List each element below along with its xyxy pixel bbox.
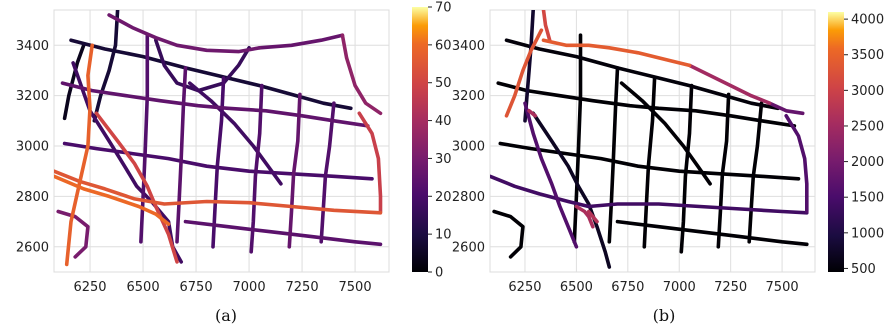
x-tick-label: 7000: [663, 280, 696, 295]
colorbar-tick-label: 3500: [851, 48, 884, 63]
road-grid-v5: [287, 92, 302, 249]
x-tick-label: 6750: [611, 280, 644, 295]
road-north-row: [504, 38, 780, 111]
road-south-loop-b: [615, 219, 809, 247]
road-grid-v1: [139, 33, 150, 244]
road-diag-hw-b: [531, 111, 612, 269]
road-south-loop-a: [56, 209, 90, 259]
colorbar-tick-label: 4000: [851, 13, 884, 28]
colorbar-tick-label: 70: [435, 1, 452, 16]
x-tick-label: 7000: [233, 280, 266, 295]
road-grid-v2: [175, 66, 188, 244]
colorbar-tick-label: 500: [851, 262, 876, 277]
x-ticks-a: 6250 6500 6750 7000 7250 7500: [73, 280, 371, 295]
road-top-arc-mid: [687, 63, 772, 105]
colorbar-tick-label: 60: [435, 38, 452, 53]
panel-b: 2600 2800 3000 3200 3400 6250 6500 6750 7000 725…: [452, 9, 884, 325]
x-tick-label: 7500: [339, 280, 372, 295]
y-tick-label: 2600: [16, 240, 49, 255]
road-west-spur: [504, 28, 544, 118]
road-top-arc-left: [541, 38, 692, 68]
colorbar-b: [828, 12, 844, 272]
road-grid-v4: [679, 83, 694, 254]
colorbar-tick-label: 30: [435, 152, 452, 167]
colorbar-tick-label: 40: [435, 114, 452, 129]
road-mid-row-1: [496, 81, 797, 128]
road-node-hot-b: [586, 209, 599, 224]
x-tick-label: 6250: [73, 280, 106, 295]
plot-area-b: [489, 9, 816, 273]
colorbar-ticks-a: 0 10 20 30 40 50 60 70: [428, 1, 452, 281]
colorbar-ticks-b: 500 1000 1500 2000 2500 3000 3500 4000: [844, 13, 884, 277]
y-tick-label: 3000: [452, 140, 485, 155]
road-diag-hw-a: [523, 101, 579, 249]
x-tick-label: 6500: [127, 280, 160, 295]
colorbar-tick-label: 3000: [851, 84, 884, 99]
x-tick-label: 6500: [560, 280, 593, 295]
road-south-row: [490, 174, 809, 215]
road-top-left-spur: [541, 10, 552, 43]
y-tick-label: 2600: [452, 240, 485, 255]
y-tick-label: 3200: [452, 89, 485, 104]
colorbar-a: [412, 7, 428, 272]
x-tick-label: 7250: [286, 280, 319, 295]
road-mid-row-2: [498, 141, 801, 181]
colorbar-tick-label: 0: [435, 266, 443, 281]
y-tick-label: 2800: [452, 190, 485, 205]
y-tick-label: 2800: [16, 190, 49, 205]
road-inner-diag: [619, 81, 712, 186]
road-top-arc-left: [107, 13, 262, 54]
x-ticks-b: 6250 6500 6750 7000 7250 7500: [508, 280, 798, 295]
colorbar-tick-label: 1500: [851, 191, 884, 206]
x-tick-label: 7500: [766, 280, 799, 295]
colorbar-tick-label: 10: [435, 228, 452, 243]
y-ticks-b: 2600 2800 3000 3200 3400: [452, 39, 485, 256]
road-east-side: [784, 114, 809, 214]
road-diag-hw-a: [64, 43, 94, 267]
road-grid-v5: [716, 92, 731, 249]
road-node-hot-a: [527, 109, 538, 118]
y-tick-label: 3400: [16, 39, 49, 54]
road-grid-v6: [747, 101, 764, 244]
road-top-right: [257, 33, 345, 50]
road-west-short: [62, 43, 86, 121]
road-south-row: [54, 169, 383, 215]
colorbar-tick-label: 2500: [851, 119, 884, 134]
y-tick-label: 3400: [452, 39, 485, 54]
y-tick-label: 3200: [16, 89, 49, 104]
road-grid-v3: [642, 76, 657, 249]
road-west-vertical-top: [92, 10, 120, 123]
road-east-side: [357, 111, 383, 214]
y-ticks-a: 2600 2800 3000 3200 3400: [16, 39, 49, 256]
road-mid-row-1: [60, 81, 370, 128]
x-tick-label: 7250: [714, 280, 747, 295]
road-grid-v6: [319, 101, 336, 244]
x-tick-label: 6250: [508, 280, 541, 295]
road-south-row-2: [54, 174, 171, 226]
road-grid-v4: [249, 83, 264, 254]
x-tick-label: 6750: [180, 280, 213, 295]
colorbar-tick-label: 1000: [851, 226, 884, 241]
colorbar-tick-label: 20: [435, 190, 452, 205]
road-grid-v2: [607, 66, 620, 244]
caption-b: (b): [653, 306, 676, 325]
road-south-row-hot: [574, 204, 595, 229]
road-inner-diag: [187, 81, 283, 186]
road-east-vertical: [340, 33, 383, 116]
roads-a: [54, 10, 383, 267]
y-tick-label: 3000: [16, 140, 49, 155]
colorbar-tick-label: 2000: [851, 155, 884, 170]
colorbar-tick-label: 50: [435, 76, 452, 91]
road-south-loop-a: [492, 209, 525, 259]
panel-a: 2600 2800 3000 3200 3400 6250 6500 6750 7000 725…: [16, 1, 452, 326]
roads-b: [490, 10, 809, 269]
road-top-right: [767, 101, 805, 116]
road-grid-v1: [572, 33, 583, 244]
caption-a: (a): [215, 306, 237, 325]
road-mid-row-2: [62, 141, 374, 181]
road-diag-hw-b: [94, 111, 179, 264]
